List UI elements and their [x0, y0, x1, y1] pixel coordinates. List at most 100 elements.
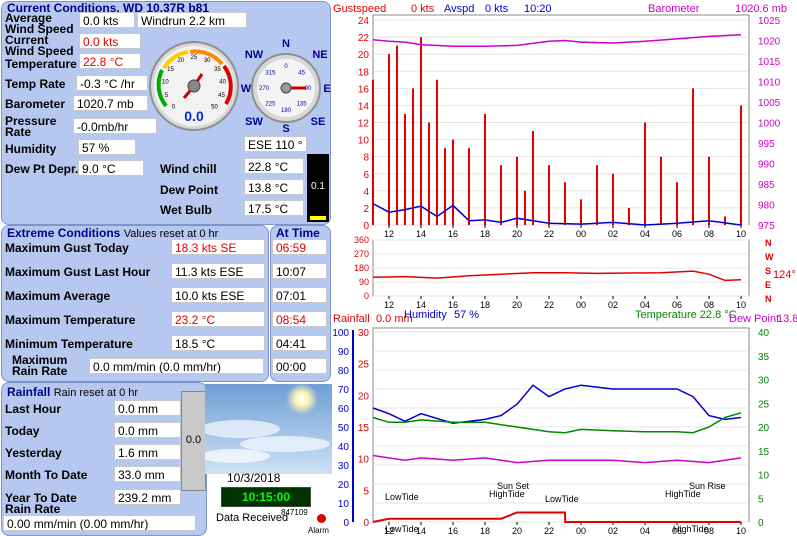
direction-current-value: 124° [773, 269, 796, 281]
current-conditions-title: Current Conditions, WD 10.37R b81 [7, 1, 210, 15]
direction-compass-label: W [765, 252, 774, 262]
temperature-y-tick: 20 [758, 423, 770, 434]
direction-y-tick: 180 [354, 263, 369, 273]
wind-x-tick: 00 [576, 229, 586, 239]
humidity-y-tick: 50 [338, 423, 350, 434]
humidity-x-tick: 08 [704, 526, 714, 536]
gust-y-tick: 12 [358, 119, 370, 130]
rainfall-row-label: Today [5, 424, 40, 438]
direction-y-tick: 270 [354, 249, 369, 259]
sun-icon [286, 384, 318, 415]
tide-sun-annotation: Sun Set [497, 481, 530, 491]
data-received-count: 847109 [281, 508, 308, 517]
avg-speed-line [372, 202, 742, 226]
wind-x-tick: 04 [640, 229, 650, 239]
baro-legend: Barometer [648, 3, 700, 15]
extreme-row-label: Minimum Temperature [5, 337, 133, 351]
barometer-line [372, 34, 742, 47]
humidity-y-tick: 20 [338, 480, 350, 491]
compass-e: E [323, 83, 330, 95]
compass-tick-label: 135 [297, 102, 308, 108]
wind-x-tick: 22 [544, 229, 554, 239]
gauge-tick-label: 50 [211, 105, 218, 111]
compass-tick-label: 180 [281, 108, 292, 114]
dew-depr-label: Dew Pt Depr. [5, 162, 79, 176]
rainfall-y-tick: 0 [363, 518, 369, 529]
extreme-row-time: 04:41 [272, 335, 327, 351]
rain-gauge-value: 0.0 [185, 434, 202, 446]
at-time-title: At Time [276, 226, 320, 240]
uv-index-label: 0.1 [311, 181, 325, 192]
alarm-indicator-icon[interactable] [317, 514, 326, 523]
windrun-value: Windrun 2.2 km [137, 12, 247, 28]
wind-x-tick: 20 [512, 229, 522, 239]
max-rain-rate-value: 0.0 mm/min (0.0 mm/hr) [89, 358, 264, 374]
gauge-tick-label: 30 [204, 58, 211, 64]
rainfall-row-label: Year To Date [5, 491, 77, 505]
humidity-x-tick: 16 [448, 526, 458, 536]
direction-compass-label: E [765, 280, 771, 290]
humidity-y-tick: 10 [338, 499, 350, 510]
baro-legend-value: 1020.6 mb [735, 3, 787, 15]
gust-y-tick: 6 [363, 170, 369, 181]
baro-y-tick: 980 [758, 201, 775, 212]
compass-tick-label: 45 [298, 70, 305, 76]
tide-sun-annotation: LowTide [385, 524, 419, 534]
barometer-value: 1020.7 mb [73, 95, 148, 111]
direction-x-tick: 06 [672, 300, 682, 310]
gust-y-tick: 2 [363, 204, 369, 215]
extreme-row-time: 06:59 [272, 239, 327, 255]
avg-legend-value: 0 kts [485, 3, 509, 15]
wet-bulb-label: Wet Bulb [160, 203, 212, 217]
compass-tick-label: 270 [259, 86, 270, 92]
compass-tick-label: 90 [305, 86, 312, 92]
charts-area: Gustspeed 0 kts Avspd 0 kts 10:20 Barome… [333, 0, 797, 536]
rainfall-legend: Rainfall [333, 313, 370, 325]
extreme-row-value: 11.3 kts ESE [171, 263, 265, 279]
wind-x-tick: 12 [384, 229, 394, 239]
extreme-row-time: 08:54 [272, 311, 327, 327]
wind-speed-gauge-value: 0.0 [184, 108, 204, 124]
humidity-y-tick: 0 [343, 518, 349, 529]
avg-wind-value: 0.0 kts [79, 12, 135, 28]
humidity-y-tick: 60 [338, 404, 350, 415]
temperature-y-tick: 0 [758, 518, 764, 529]
baro-y-tick: 985 [758, 180, 775, 191]
temperature-y-tick: 25 [758, 399, 770, 410]
gauge-tick-label: 40 [219, 80, 226, 86]
gust-y-tick: 4 [363, 187, 369, 198]
direction-compass-label: N [765, 294, 772, 304]
sky-conditions-image [205, 384, 332, 474]
rain-gauge: 0.0 [181, 391, 206, 491]
extreme-row-label: Maximum Gust Today [5, 241, 129, 255]
compass-se: SE [311, 116, 326, 128]
wind-x-tick: 16 [448, 229, 458, 239]
humidity-x-tick: 20 [512, 526, 522, 536]
rainfall-y-tick: 30 [358, 328, 370, 339]
humidity-value: 57 % [78, 139, 136, 155]
baro-y-tick: 990 [758, 160, 775, 171]
baro-y-tick: 975 [758, 221, 775, 232]
wind-direction-value: ESE 110 ° [244, 136, 307, 152]
wind-compass: 0 45 90 135 180 225 270 315 N NE NW E W SE SW S [241, 38, 331, 134]
tide-sun-annotation: HighTide [489, 489, 525, 499]
compass-tick-label: 225 [265, 102, 276, 108]
direction-x-tick: 02 [608, 300, 618, 310]
clock-display: 10:15:00 [221, 487, 311, 507]
direction-x-tick: 00 [576, 300, 586, 310]
compass-w: W [241, 83, 252, 95]
humidity-x-tick: 06 [672, 526, 682, 536]
gauge-tick-label: 5 [165, 93, 169, 99]
compass-n: N [282, 38, 290, 50]
wet-bulb-value: 17.5 °C [244, 200, 304, 216]
extreme-row-time: 07:01 [272, 287, 327, 303]
compass-nw: NW [245, 49, 264, 61]
rainfall-row-value: 33.0 mm [114, 466, 181, 482]
baro-y-tick: 1020 [758, 37, 781, 48]
wind-x-tick: 10 [736, 229, 746, 239]
wind-x-tick: 06 [672, 229, 682, 239]
dew-point-value: 13.8 °C [244, 179, 304, 195]
humidity-x-tick: 14 [416, 526, 426, 536]
rainfall-y-tick: 10 [358, 455, 370, 466]
